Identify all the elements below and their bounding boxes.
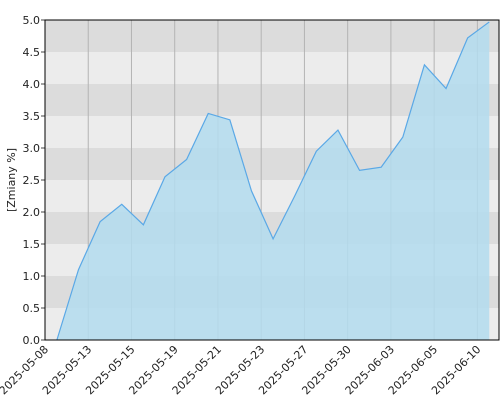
y-tick-label: 5.0: [23, 14, 41, 27]
y-tick-label: 1.0: [23, 270, 41, 283]
y-tick-label: 1.5: [23, 238, 41, 251]
y-tick-label: 3.0: [23, 142, 41, 155]
y-tick-label: 4.5: [23, 46, 41, 59]
y-axis-label: [Zmiany %]: [5, 148, 18, 212]
line: [56, 21, 490, 341]
y-tick-label: 2.0: [23, 206, 41, 219]
band: [45, 20, 499, 52]
plot-frame: [44, 19, 500, 341]
y-tick-label: 0.5: [23, 302, 41, 315]
area: [56, 21, 490, 340]
y-tick-label: 0.0: [23, 334, 41, 347]
y-tick-label: 2.5: [23, 174, 41, 187]
y-tick-label: 4.0: [23, 78, 41, 91]
y-tick-label: 3.5: [23, 110, 41, 123]
